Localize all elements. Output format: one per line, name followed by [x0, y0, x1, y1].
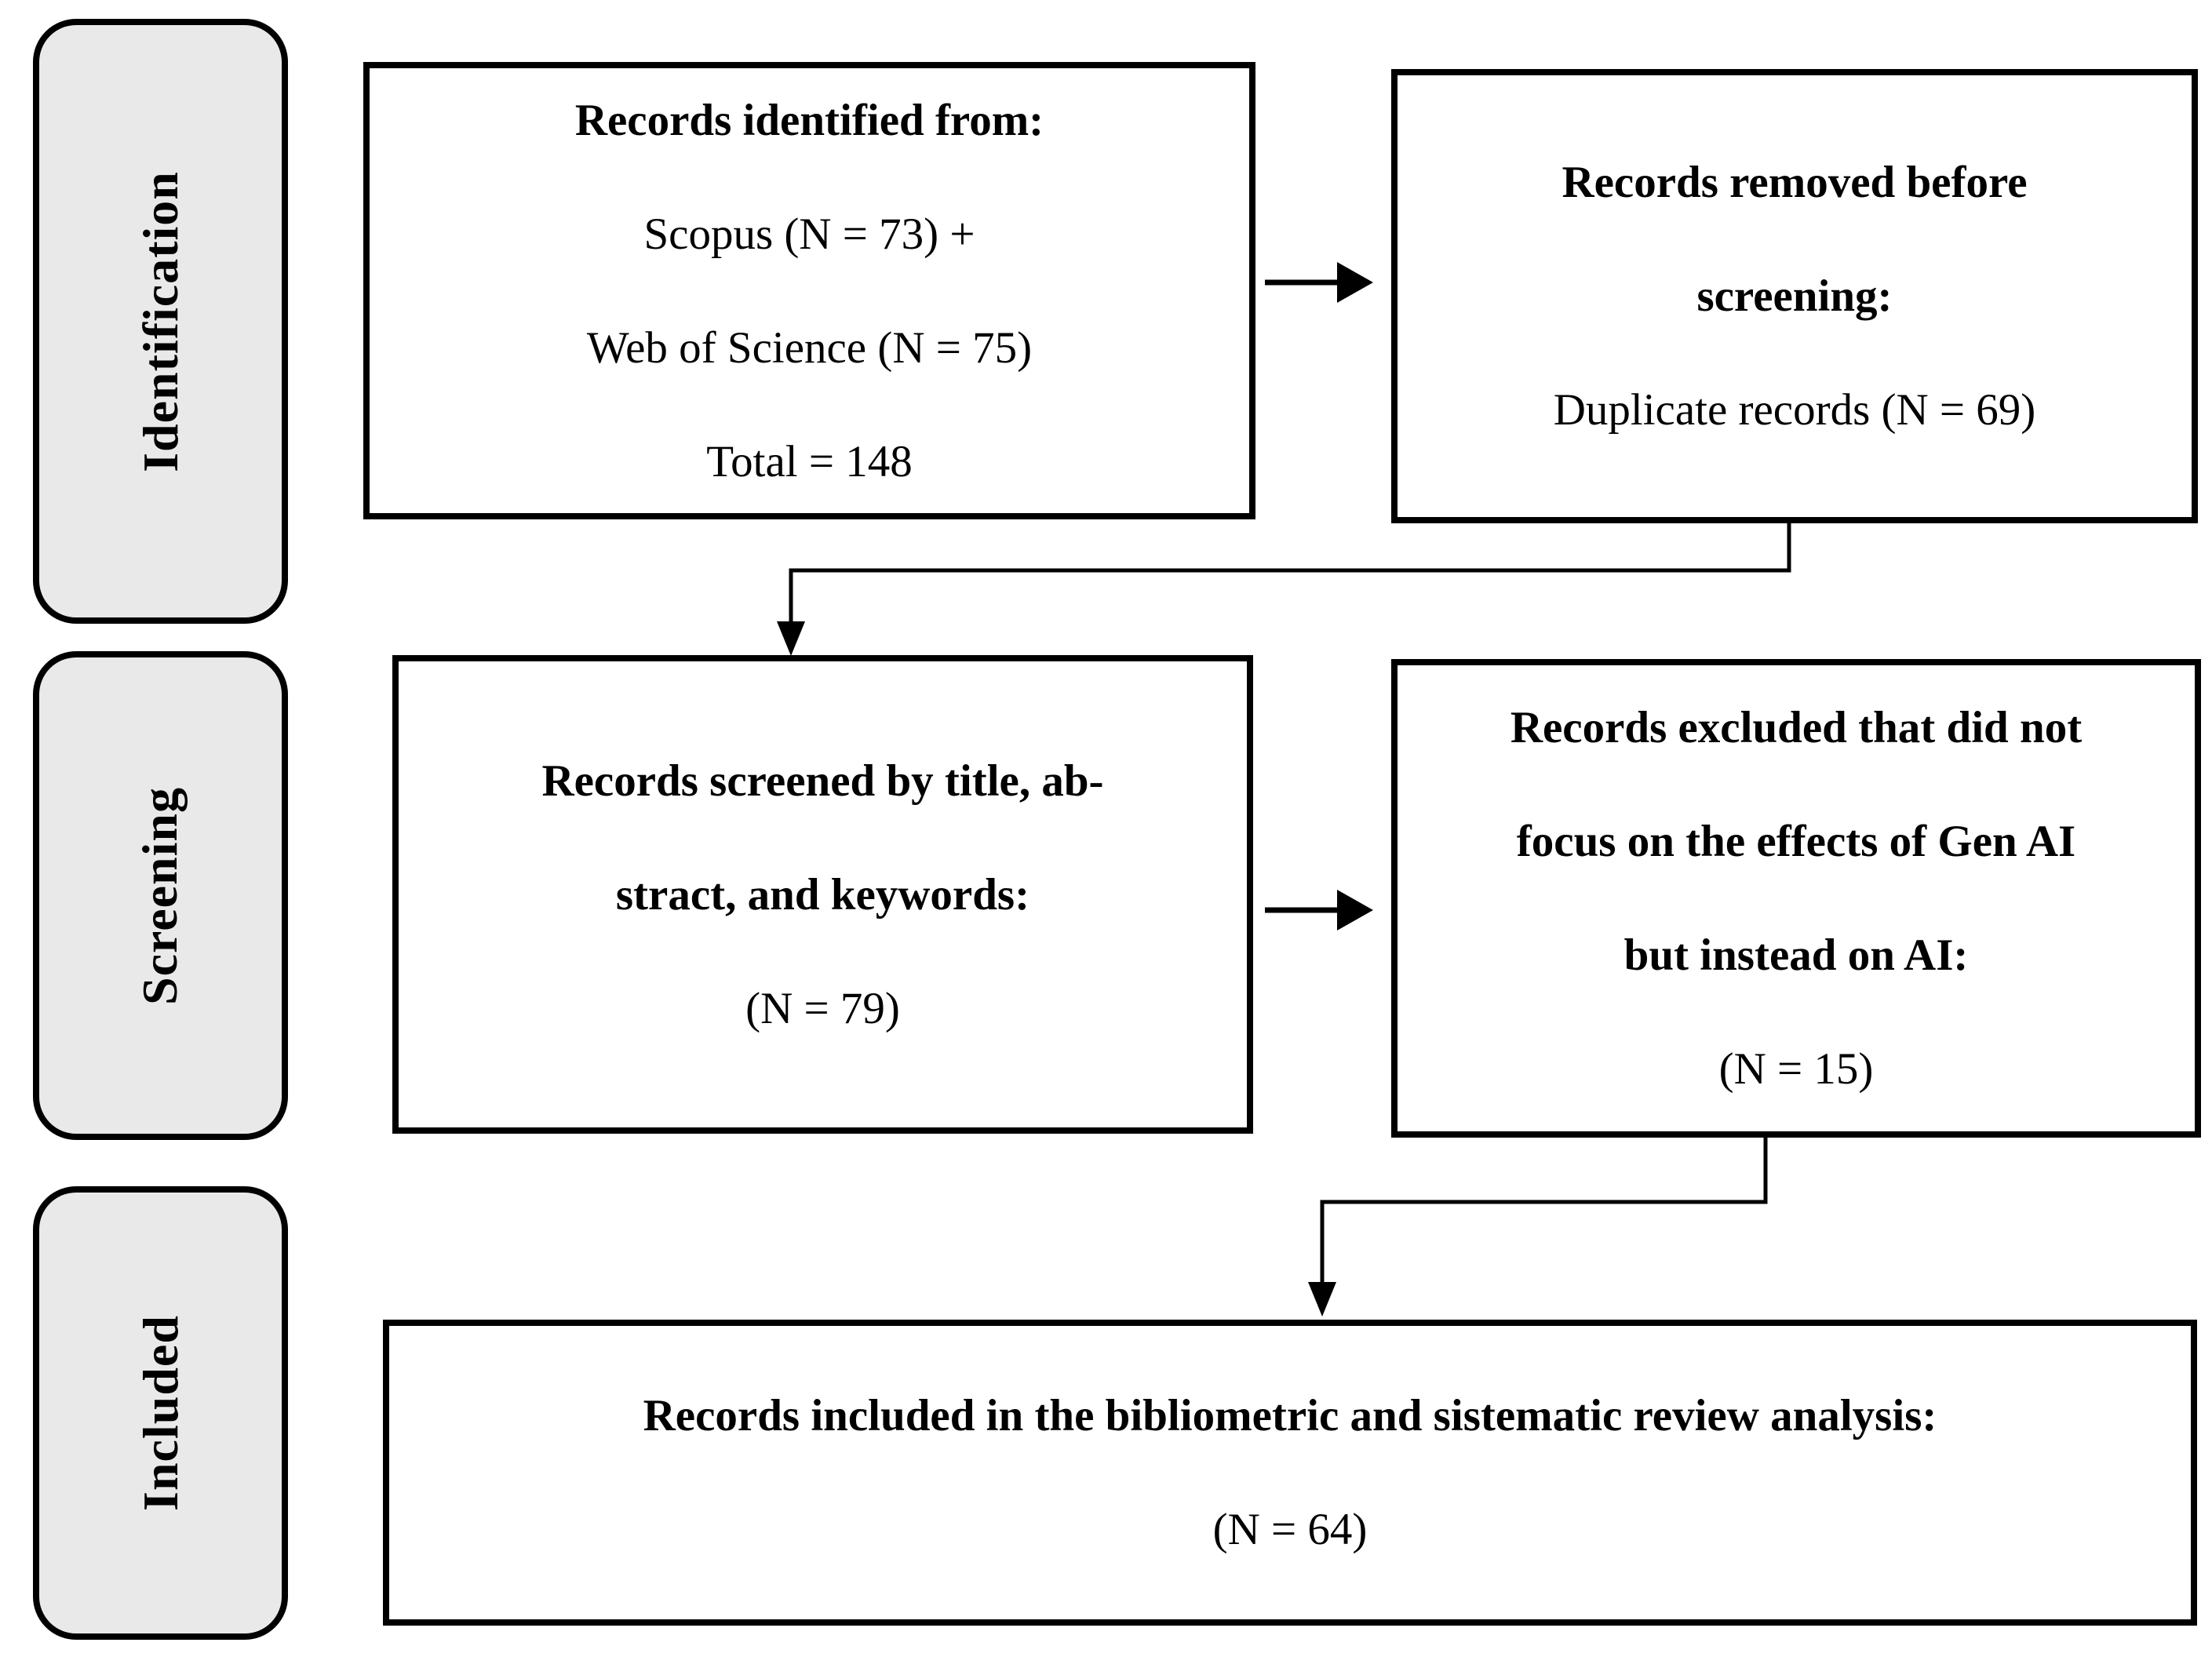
- box-line: (N = 15): [1718, 1044, 1874, 1094]
- connector-excluded-to-included-line: [1320, 1138, 1768, 1284]
- box-line: Web of Science (N = 75): [586, 322, 1033, 373]
- stage-label-included: Included: [33, 1186, 288, 1640]
- box-line: Scopus (N = 73) +: [643, 209, 975, 259]
- box-line: Duplicate records (N = 69): [1553, 385, 2036, 435]
- flow-box-records-identified: Records identified from: Scopus (N = 73)…: [363, 62, 1255, 519]
- box-heading: Records excluded that did not: [1510, 703, 2083, 752]
- stage-label-included-text: Included: [132, 1315, 188, 1511]
- box-heading: Records included in the bibliometric and…: [643, 1391, 1937, 1440]
- box-heading: focus on the effects of Gen AI: [1516, 817, 2076, 866]
- stage-label-screening: Screening: [33, 651, 288, 1140]
- stage-label-identification: Identification: [33, 19, 288, 624]
- arrow-right-icon: [1337, 262, 1373, 303]
- connector-removed-to-screened-line: [789, 523, 1791, 623]
- flow-box-records-removed: Records removed before screening: Duplic…: [1391, 69, 2198, 523]
- box-line: (N = 64): [1212, 1505, 1368, 1554]
- box-heading: Records identified from:: [574, 95, 1044, 145]
- flow-box-records-included: Records included in the bibliometric and…: [383, 1320, 2197, 1626]
- box-heading: but instead on AI:: [1623, 930, 1969, 980]
- arrow-down-icon: [1308, 1282, 1336, 1316]
- box-line: Total = 148: [706, 436, 913, 486]
- flow-box-records-screened: Records screened by title, ab- stract, a…: [392, 655, 1253, 1134]
- arrow-down-icon: [777, 621, 805, 656]
- box-heading: screening:: [1696, 271, 1893, 321]
- box-line: (N = 79): [745, 983, 900, 1033]
- box-heading: Records removed before: [1562, 158, 2028, 207]
- flow-box-records-excluded: Records excluded that did not focus on t…: [1391, 659, 2201, 1138]
- box-heading: stract, and keywords:: [615, 869, 1030, 920]
- box-heading: Records screened by title, ab-: [541, 756, 1104, 806]
- stage-label-identification-text: Identification: [132, 170, 188, 472]
- arrow-right-icon: [1337, 890, 1373, 930]
- stage-label-screening-text: Screening: [132, 786, 188, 1005]
